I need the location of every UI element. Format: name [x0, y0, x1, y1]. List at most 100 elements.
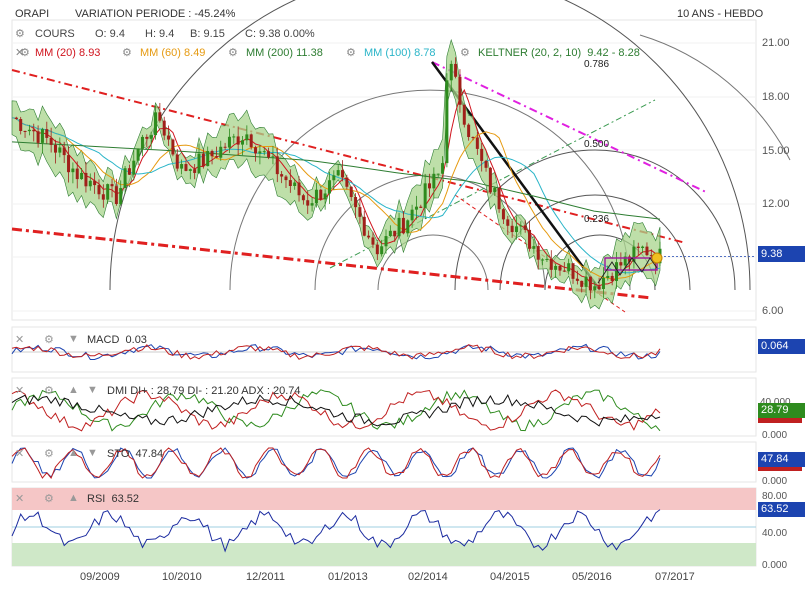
arrow-up-icon[interactable]: ▲: [68, 384, 79, 396]
candle-body: [567, 263, 571, 272]
pattern-rectangle: [604, 257, 658, 271]
dmi-plus-line: [11, 389, 661, 432]
y-tick: 21.00: [762, 37, 790, 49]
candle-body: [619, 262, 623, 266]
sto-lines: [11, 447, 661, 479]
sto-d-line: [11, 447, 661, 479]
remove-icon[interactable]: ✕: [15, 448, 25, 460]
candle-body: [219, 146, 223, 158]
candle-body: [354, 197, 358, 208]
sto-signal-badge: [758, 467, 802, 471]
candle-body: [349, 186, 353, 198]
dmi-lines: [11, 389, 661, 432]
candle-body: [497, 188, 501, 210]
y-tick: 12.00: [762, 198, 790, 210]
candle-body: [528, 229, 532, 249]
arrow-down-icon[interactable]: ▼: [68, 333, 79, 345]
candle-body: [314, 189, 318, 204]
candle-body: [471, 136, 475, 138]
candle-body: [175, 154, 179, 169]
gear-icon[interactable]: ⚙: [122, 47, 132, 59]
candle-body: [145, 136, 149, 139]
candle-body: [206, 150, 210, 167]
candle-body: [388, 230, 392, 237]
zigzag-pattern: [597, 257, 658, 284]
x-tick: 10/2010: [162, 571, 202, 583]
candle-body: [293, 182, 297, 187]
gear-icon[interactable]: ⚙: [44, 334, 54, 346]
arrow-down-icon[interactable]: ▼: [87, 447, 98, 459]
candle-body: [227, 136, 231, 148]
remove-icon[interactable]: ✕: [15, 493, 25, 505]
candle-body: [232, 136, 236, 138]
candle-body: [23, 130, 27, 132]
trendline-lower-red: [11, 227, 653, 300]
candle-body: [532, 246, 536, 249]
arrow-down-icon[interactable]: ▼: [87, 384, 98, 396]
adx-line: [11, 393, 661, 427]
gear-icon[interactable]: ⚙: [20, 47, 30, 59]
candle-body: [462, 104, 466, 125]
x-tick: 12/2011: [246, 571, 285, 583]
x-tick: 02/2014: [408, 571, 448, 583]
candle-body: [80, 172, 84, 180]
candle-body: [171, 139, 175, 155]
candle-body: [645, 246, 649, 256]
candle-body: [397, 217, 401, 237]
arrow-up-icon[interactable]: ▲: [68, 492, 79, 504]
gear-icon[interactable]: ⚙: [44, 385, 54, 397]
candle-body: [480, 148, 484, 161]
remove-icon[interactable]: ✕: [15, 334, 25, 346]
candle-body: [336, 170, 340, 176]
period-label[interactable]: 10 ANS - HEBDO: [677, 8, 764, 20]
candle-body: [19, 119, 23, 131]
sto-label: STO 47.84: [107, 448, 164, 460]
legend-open: O: 9.4: [95, 28, 125, 40]
gear-icon[interactable]: ⚙: [228, 47, 238, 59]
gear-icon[interactable]: ⚙: [346, 47, 356, 59]
sto-badge: 47.84: [758, 452, 805, 467]
candle-body: [149, 135, 153, 139]
candle-body: [419, 206, 423, 208]
candle-body: [236, 136, 240, 145]
candle-body: [67, 155, 71, 173]
trendline-upper-red: [11, 69, 687, 244]
rsi-label: RSI 63.52: [87, 493, 139, 505]
candle-body: [106, 184, 110, 200]
x-tick: 05/2016: [572, 571, 612, 583]
remove-icon[interactable]: ✕: [15, 385, 25, 397]
candle-body: [506, 219, 510, 226]
candle-body: [210, 150, 214, 157]
candle-body: [119, 188, 123, 204]
candle-body: [310, 203, 314, 206]
candle-body: [593, 286, 597, 291]
arrow-up-icon[interactable]: ▲: [68, 447, 79, 459]
candle-body: [301, 195, 305, 201]
candle-body: [597, 286, 601, 289]
candle-body: [53, 144, 57, 153]
candle-body: [454, 63, 458, 77]
gear-icon[interactable]: ⚙: [15, 28, 25, 40]
gear-icon[interactable]: ⚙: [44, 448, 54, 460]
rsi-axis-80: 80.00: [762, 491, 788, 502]
candle-body: [49, 137, 53, 145]
candle-body: [127, 168, 131, 175]
candle-body: [406, 220, 410, 234]
candle-body: [262, 151, 266, 153]
remove-icon[interactable]: ✕: [15, 47, 25, 59]
candle-body: [575, 278, 579, 281]
candle-body: [323, 193, 327, 200]
candle-body: [632, 246, 636, 262]
candle-body: [288, 180, 292, 187]
candle-body: [101, 194, 105, 200]
x-tick: 07/2017: [655, 571, 695, 583]
gear-icon[interactable]: ⚙: [44, 493, 54, 505]
gear-icon[interactable]: ⚙: [460, 47, 470, 59]
candle-body: [249, 134, 253, 148]
alert-marker[interactable]: [651, 252, 663, 264]
x-tick: 04/2015: [490, 571, 530, 583]
candle-body: [332, 175, 336, 181]
main-panel-border: [11, 19, 757, 321]
legend-close: C: 9.38 0.00%: [245, 28, 315, 40]
